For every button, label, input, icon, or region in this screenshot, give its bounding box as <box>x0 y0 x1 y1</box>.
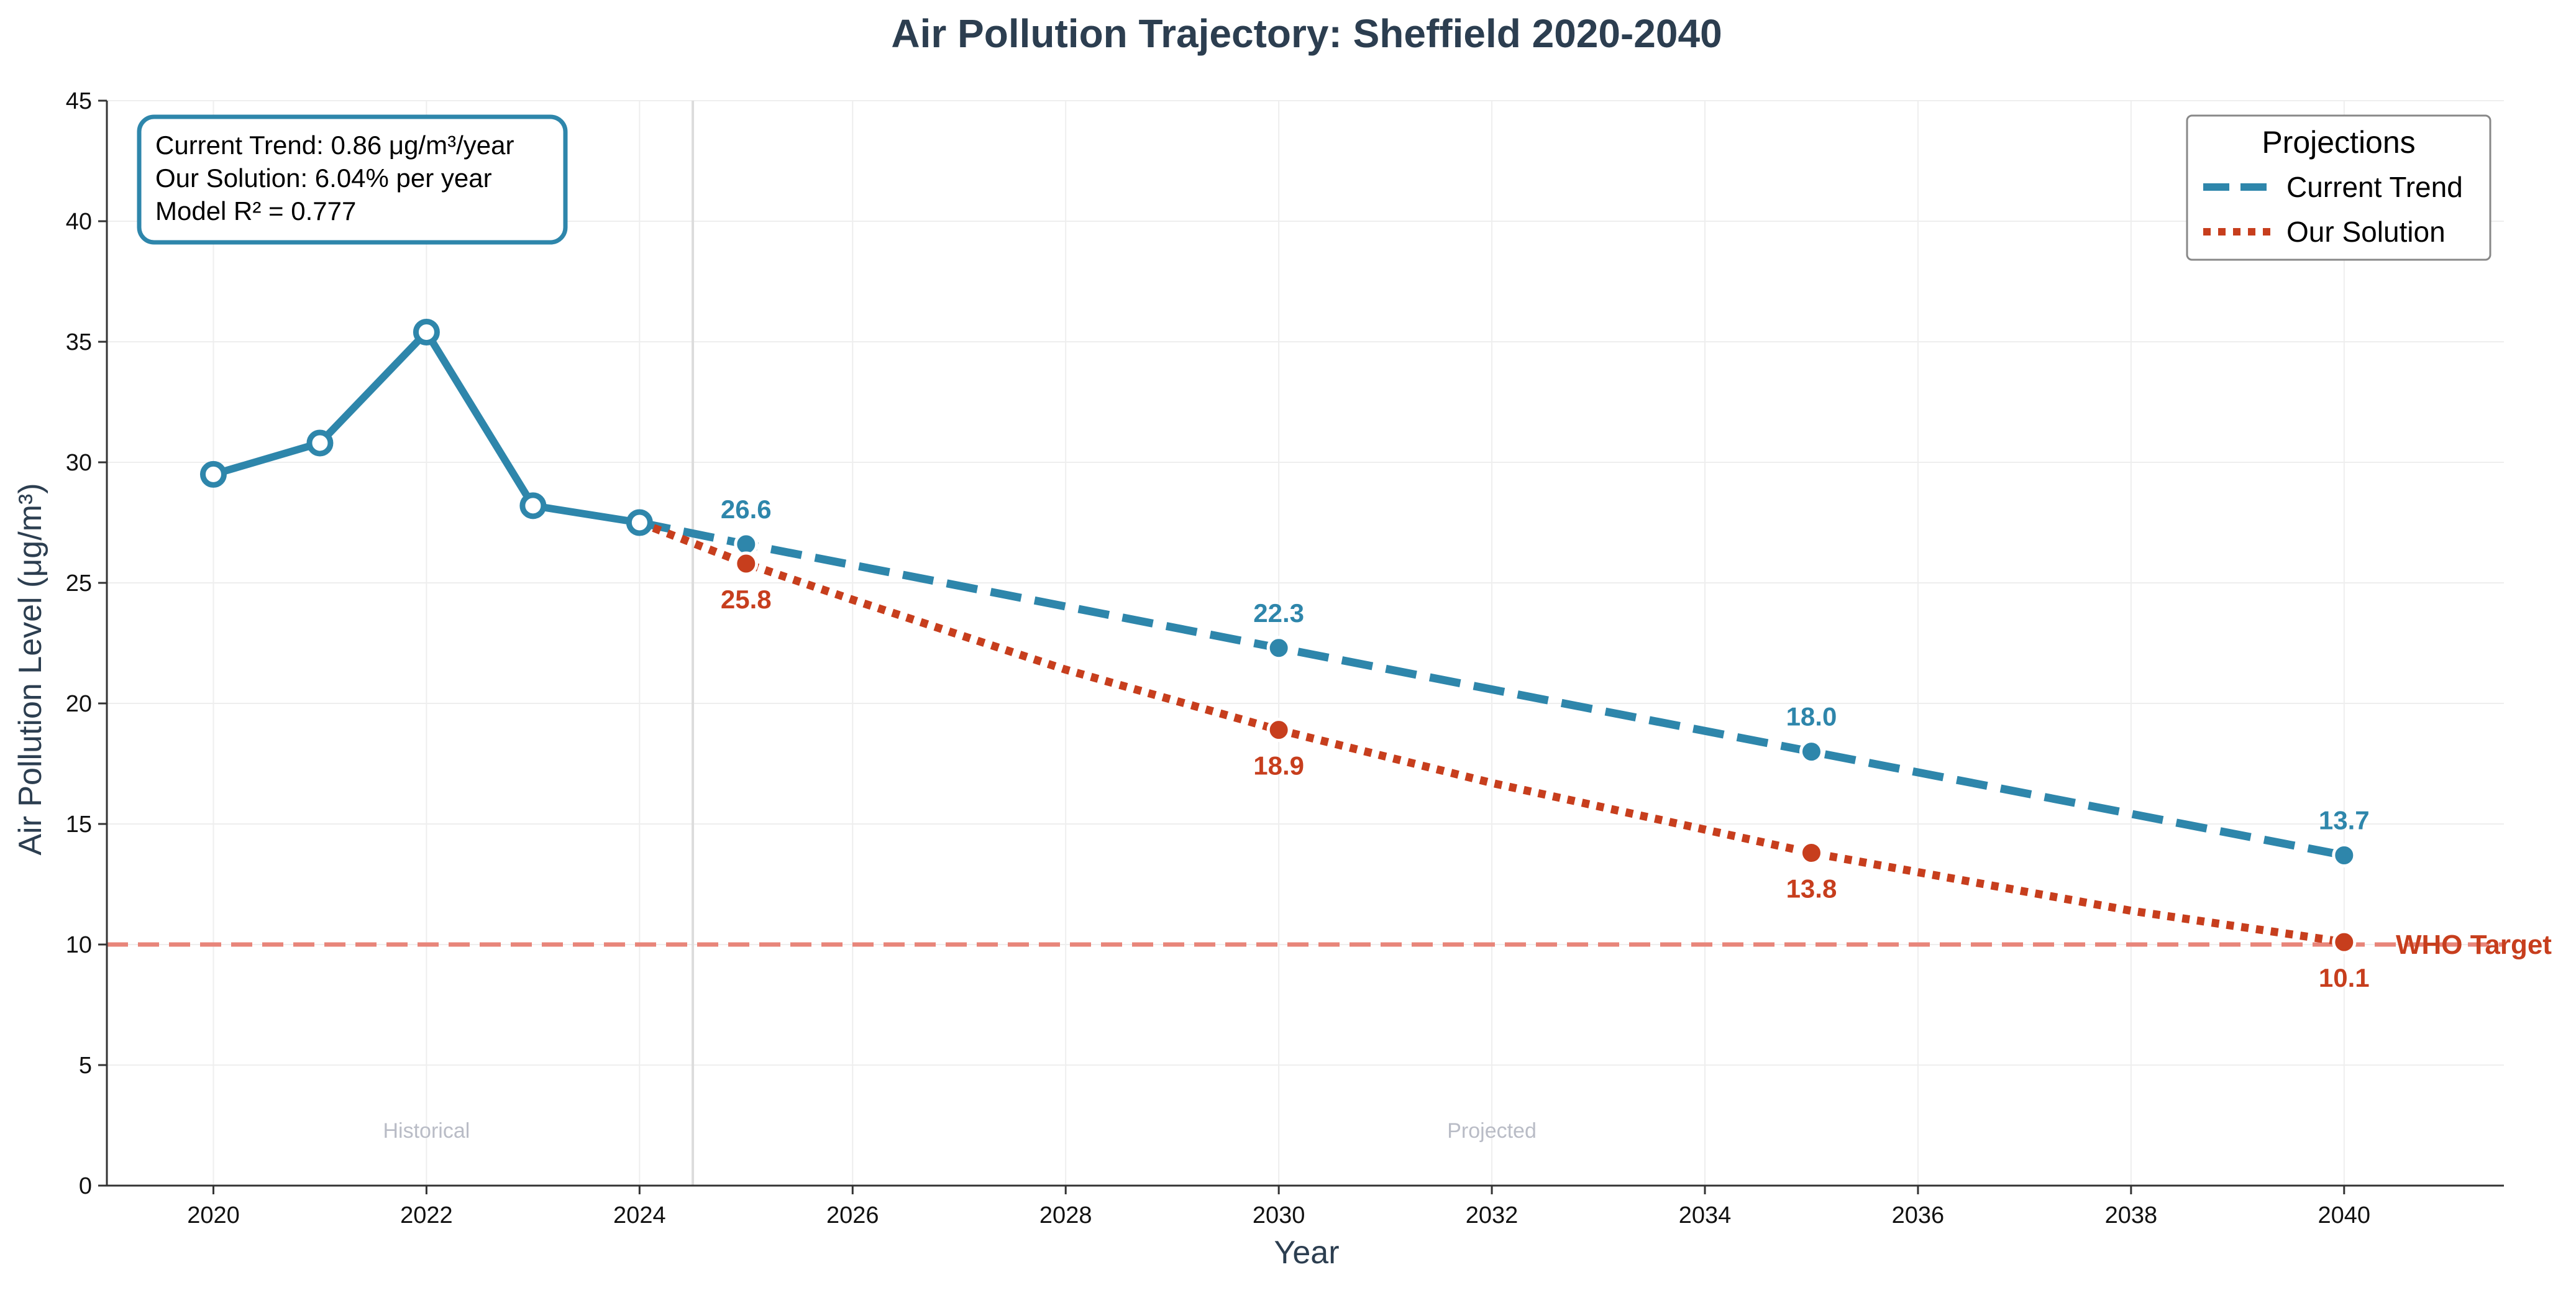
x-tick-label-2036: 2036 <box>1892 1202 1945 1228</box>
current-trend-label-2035: 18.0 <box>1786 702 1837 731</box>
x-tick-label-2040: 2040 <box>2318 1202 2371 1228</box>
y-tick-label-5: 5 <box>79 1053 92 1079</box>
historical-point-2021 <box>306 429 334 457</box>
info-box-frame <box>137 114 568 245</box>
y-tick-label-0: 0 <box>79 1173 92 1199</box>
our-solution-label-2040: 10.1 <box>2319 963 2370 992</box>
our-solution-point-2025 <box>734 551 759 576</box>
historical-point-2024 <box>626 509 653 536</box>
x-tick-label-2038: 2038 <box>2105 1202 2158 1228</box>
our-solution-label-2030: 18.9 <box>1253 751 1304 780</box>
legend-frame <box>2186 114 2492 261</box>
x-tick-label-2020: 2020 <box>187 1202 240 1228</box>
historical-point-2022 <box>413 318 440 345</box>
our-solution-point-2030 <box>1266 718 1291 743</box>
data-label-layer: 26.6 22.3 18.0 13.7 25.8 18.9 13.8 10.1 <box>721 495 2370 992</box>
current-trend-point-2040 <box>2332 843 2357 867</box>
current-trend-point-2030 <box>1266 636 1291 661</box>
x-tick-label-2028: 2028 <box>1039 1202 1092 1228</box>
axis-layer: 2020 2022 2024 2026 2028 2030 2032 2034 2036 2038… <box>66 88 2504 1228</box>
y-axis-label: Air Pollution Level (μg/m³) <box>12 483 48 855</box>
region-label-projected: Projected <box>1447 1119 1537 1143</box>
legend: Projections Current Trend Our Solution <box>2186 114 2492 261</box>
region-layer: Historical Projected <box>383 101 1537 1186</box>
our-solution-label-2025: 25.8 <box>721 585 772 614</box>
info-current-trend: Current Trend: 0.86 μg/m³/year <box>155 130 514 160</box>
x-tick-label-2022: 2022 <box>400 1202 453 1228</box>
y-tick-label-45: 45 <box>66 88 92 114</box>
x-axis-label: Year <box>1274 1235 1339 1271</box>
marker-layer <box>199 318 2357 954</box>
historical-point-2023 <box>519 492 547 519</box>
who-target-label: WHO Target <box>2396 930 2552 960</box>
chart-title: Air Pollution Trajectory: Sheffield 2020… <box>891 11 1722 56</box>
x-tick-label-2030: 2030 <box>1253 1202 1305 1228</box>
y-tick-label-40: 40 <box>66 209 92 235</box>
y-tick-label-10: 10 <box>66 932 92 958</box>
x-tick-label-2024: 2024 <box>613 1202 666 1228</box>
x-tick-label-2026: 2026 <box>826 1202 879 1228</box>
x-tick-label-2034: 2034 <box>1679 1202 1732 1228</box>
region-label-historical: Historical <box>383 1119 470 1143</box>
our-solution-point-2035 <box>1799 841 1824 866</box>
our-solution-point-2040 <box>2332 930 2357 954</box>
legend-title: Projections <box>2262 125 2415 160</box>
current-trend-point-2035 <box>1799 739 1824 764</box>
info-box: Current Trend: 0.86 μg/m³/year Our Solut… <box>137 114 568 245</box>
y-tick-label-20: 20 <box>66 691 92 717</box>
current-trend-label-2025: 26.6 <box>721 495 772 524</box>
current-trend-label-2040: 13.7 <box>2319 805 2370 835</box>
info-model-r2: Model R² = 0.777 <box>155 196 356 226</box>
our-solution-label-2035: 13.8 <box>1786 874 1837 903</box>
info-our-solution: Our Solution: 6.04% per year <box>155 163 492 193</box>
y-tick-label-15: 15 <box>66 812 92 838</box>
reference-layer: WHO Target <box>107 930 2552 960</box>
y-tick-label-35: 35 <box>66 329 92 355</box>
y-tick-label-25: 25 <box>66 570 92 597</box>
legend-label-current-trend: Current Trend <box>2286 171 2463 203</box>
current-trend-label-2030: 22.3 <box>1253 598 1304 628</box>
y-tick-label-30: 30 <box>66 450 92 476</box>
legend-label-our-solution: Our Solution <box>2286 216 2446 248</box>
x-tick-label-2032: 2032 <box>1466 1202 1519 1228</box>
historical-point-2020 <box>199 460 227 488</box>
